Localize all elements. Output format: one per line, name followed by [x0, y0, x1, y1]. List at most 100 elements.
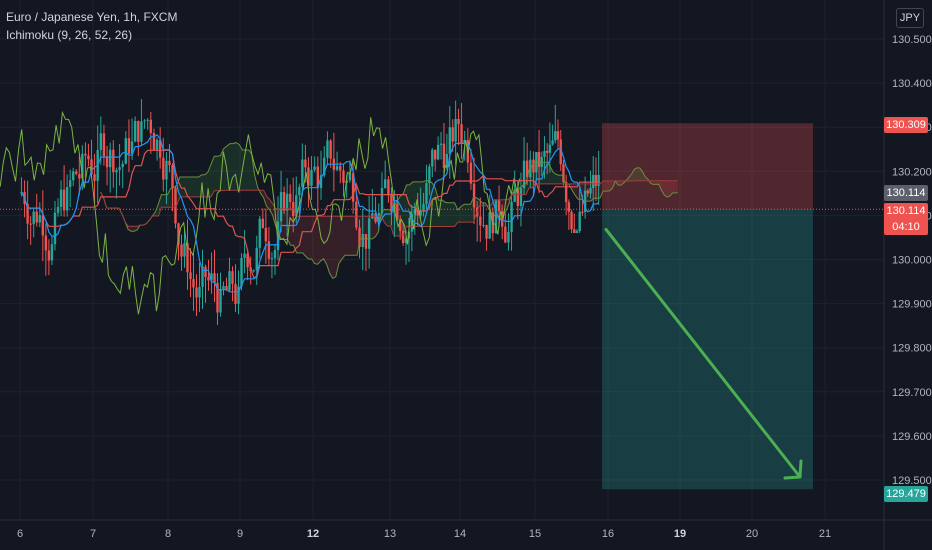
candle-body — [304, 159, 307, 168]
candle-body — [225, 286, 228, 291]
candle-body — [551, 140, 554, 145]
time-tick-label: 15 — [529, 528, 541, 540]
cloud-segment — [263, 190, 267, 207]
candle-body — [78, 174, 81, 179]
cloud-segment — [464, 204, 468, 223]
cloud-segment — [628, 173, 632, 182]
candle-body — [267, 241, 271, 259]
candle-body — [319, 175, 323, 188]
cloud-segment — [363, 216, 367, 239]
cloud-segment — [467, 204, 471, 223]
candle-body — [570, 211, 573, 230]
price-tick-label: 130.200 — [892, 166, 932, 178]
candle-body — [53, 212, 57, 245]
candle-body — [545, 150, 549, 153]
candle-body — [127, 138, 131, 154]
candle-body — [177, 223, 180, 245]
candle-body — [99, 133, 103, 151]
candle-body — [112, 149, 115, 173]
price-tick-label: 129.800 — [892, 343, 932, 355]
candle-body — [41, 215, 45, 236]
candle-body — [401, 230, 405, 244]
cloud-segment — [637, 167, 640, 181]
time-tick-label: 8 — [165, 528, 171, 540]
cloud-segment — [347, 216, 352, 256]
candle-body — [216, 282, 219, 313]
candle-body — [510, 201, 513, 232]
candle-body — [152, 132, 156, 150]
candle-body — [137, 121, 140, 142]
candle-body — [213, 273, 216, 283]
candle-body — [399, 219, 402, 231]
candle-body — [295, 195, 298, 216]
candle-body — [171, 165, 174, 188]
candle-body — [26, 203, 29, 224]
candle-body — [102, 133, 106, 157]
candle-body — [573, 229, 576, 234]
candle-body — [448, 127, 451, 155]
candle-body — [273, 249, 277, 259]
candle-body — [44, 235, 48, 251]
candle-body — [335, 166, 339, 170]
position-zones — [0, 123, 884, 490]
price-axis: 130.500130.400130.300130.200130.100130.0… — [883, 0, 932, 550]
candle-body — [204, 266, 207, 277]
candle-body — [431, 149, 434, 167]
cloud-segment — [559, 175, 563, 184]
candle-body — [479, 216, 482, 226]
chikou-span — [0, 110, 521, 315]
candle-body — [313, 166, 316, 171]
candle-body — [442, 143, 446, 168]
symbol-title[interactable]: Euro / Japanese Yen, 1h, FXCM — [6, 10, 178, 24]
cloud-segment — [344, 216, 348, 256]
candle-body — [149, 119, 153, 133]
candle-body — [62, 189, 66, 211]
candle-body — [342, 170, 345, 183]
time-tick-label: 19 — [674, 528, 686, 540]
candle-body — [436, 144, 440, 160]
currency-unit-badge[interactable]: JPY — [896, 8, 924, 28]
candle-body — [56, 206, 60, 213]
cloud-segment — [302, 216, 306, 257]
cloud-segment — [672, 180, 676, 194]
time-tick-label: 21 — [819, 528, 831, 540]
projection-arrow — [604, 227, 803, 480]
cloud-segment — [351, 216, 355, 256]
candle-body — [75, 171, 78, 175]
candle-body — [84, 153, 87, 156]
candle-body — [29, 223, 32, 225]
candle-body — [264, 227, 268, 242]
candle-body — [270, 258, 274, 260]
cloud-segment — [666, 180, 670, 197]
cloud-segment — [248, 150, 252, 191]
cloud-segment — [204, 171, 209, 197]
candle-body — [252, 270, 255, 272]
take-profit-zone — [602, 209, 813, 490]
candle-body — [497, 200, 501, 212]
cloud-segment — [242, 150, 246, 191]
candle-body — [380, 188, 384, 214]
candle-body — [377, 213, 380, 222]
candle-body — [81, 153, 84, 179]
cloud-segment — [406, 184, 410, 227]
candle-body — [445, 154, 449, 168]
cloud-segment — [631, 169, 635, 182]
candle-body — [413, 209, 416, 215]
candle-body — [307, 167, 310, 186]
cloud-segment — [553, 172, 557, 184]
time-tick-label: 12 — [307, 528, 319, 540]
cloud-segment — [211, 156, 215, 197]
candle-body — [162, 157, 165, 180]
candle-body — [310, 170, 313, 186]
indicator-legend[interactable]: Ichimoku (9, 26, 52, 26) — [6, 28, 133, 42]
cloud-segment — [451, 202, 455, 227]
candle-body — [288, 193, 292, 203]
cloud-segment — [505, 199, 509, 213]
candle-body — [416, 209, 419, 216]
cloud-segment — [233, 142, 237, 191]
cloud-segment — [600, 181, 604, 198]
candle-body — [255, 247, 258, 271]
candle-body — [59, 189, 63, 207]
candle-body — [594, 174, 598, 186]
